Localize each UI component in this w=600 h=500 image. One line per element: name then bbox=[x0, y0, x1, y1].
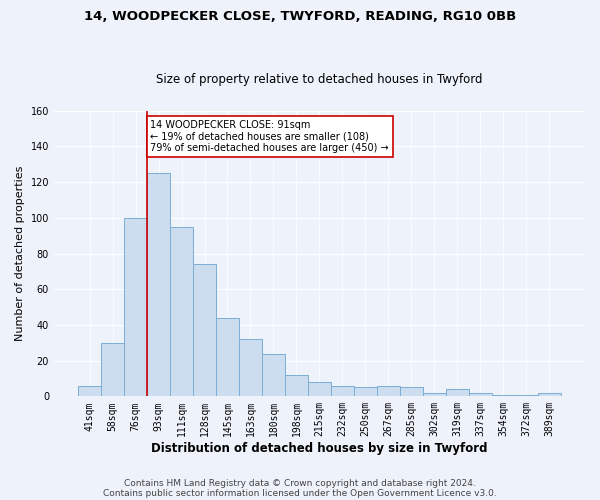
Bar bbox=[101, 343, 124, 396]
Text: Contains HM Land Registry data © Crown copyright and database right 2024.: Contains HM Land Registry data © Crown c… bbox=[124, 478, 476, 488]
Bar bbox=[193, 264, 216, 396]
Bar bbox=[308, 382, 331, 396]
Bar bbox=[515, 394, 538, 396]
Bar bbox=[446, 389, 469, 396]
Bar bbox=[377, 386, 400, 396]
Text: 14, WOODPECKER CLOSE, TWYFORD, READING, RG10 0BB: 14, WOODPECKER CLOSE, TWYFORD, READING, … bbox=[84, 10, 516, 23]
Text: 14 WOODPECKER CLOSE: 91sqm
← 19% of detached houses are smaller (108)
79% of sem: 14 WOODPECKER CLOSE: 91sqm ← 19% of deta… bbox=[151, 120, 389, 153]
Bar bbox=[492, 394, 515, 396]
Title: Size of property relative to detached houses in Twyford: Size of property relative to detached ho… bbox=[156, 73, 483, 86]
Bar bbox=[78, 386, 101, 396]
Bar bbox=[285, 375, 308, 396]
Bar bbox=[423, 393, 446, 396]
Y-axis label: Number of detached properties: Number of detached properties bbox=[15, 166, 25, 341]
Bar bbox=[262, 354, 285, 397]
Bar bbox=[239, 339, 262, 396]
Bar bbox=[124, 218, 147, 396]
X-axis label: Distribution of detached houses by size in Twyford: Distribution of detached houses by size … bbox=[151, 442, 488, 455]
Bar bbox=[469, 393, 492, 396]
Bar bbox=[147, 173, 170, 396]
Bar bbox=[331, 386, 354, 396]
Bar bbox=[538, 393, 561, 396]
Bar bbox=[400, 388, 423, 396]
Text: Contains public sector information licensed under the Open Government Licence v3: Contains public sector information licen… bbox=[103, 488, 497, 498]
Bar bbox=[216, 318, 239, 396]
Bar bbox=[354, 388, 377, 396]
Bar bbox=[170, 227, 193, 396]
